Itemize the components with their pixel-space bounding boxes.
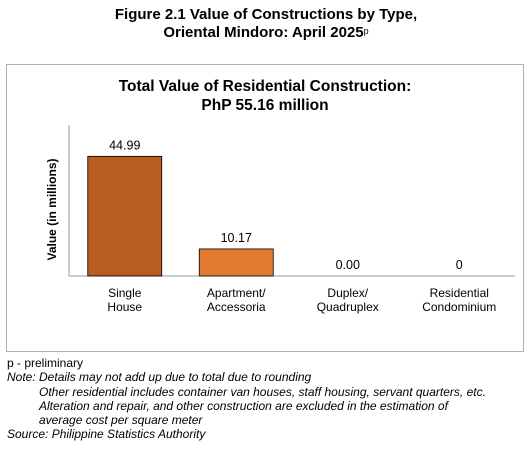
figure-title-line2-text: Oriental Mindoro: April 2025 — [163, 24, 364, 41]
chart-title-line2: PhP 55.16 million — [201, 97, 329, 114]
chart-notes: p - preliminary Note: Details may not ad… — [7, 356, 527, 442]
x-tick-label-3-line1: Duplex/ — [327, 286, 368, 300]
figure-title: Figure 2.1 Value of Constructions by Typ… — [0, 6, 532, 42]
x-tick-label-3-line2: Quadruplex — [317, 300, 379, 314]
data-label-1: 44.99 — [109, 138, 140, 152]
bar-1 — [87, 155, 163, 277]
data-label-4: 0 — [456, 258, 463, 272]
data-label-2: 10.17 — [221, 231, 252, 245]
x-tick-label-4-line2: Condominium — [422, 300, 496, 314]
exclusion-note: Alteration and repair, and other constru… — [39, 398, 448, 413]
bar-2 — [198, 248, 274, 277]
x-tick-label-1-line2: House — [107, 300, 142, 314]
chart-title: Total Value of Residential Construction:… — [7, 77, 523, 115]
rounding-note: Note: Details may not add up due to tota… — [7, 370, 312, 385]
data-label-3: 0.00 — [336, 258, 360, 272]
preliminary-note: p - preliminary — [7, 356, 84, 370]
x-tick-label-2-line1: Apartment/ — [207, 286, 266, 300]
chart-title-line1: Total Value of Residential Construction: — [118, 78, 412, 95]
exclusion-note-continued: average cost per square meter — [39, 413, 203, 428]
source-note: Source: Philippine Statistics Authority — [7, 427, 206, 442]
other-residential-note: Other residential includes container van… — [39, 384, 486, 399]
chart-panel: Total Value of Residential Construction:… — [6, 64, 524, 352]
x-tick-label-4-line1: Residential — [430, 286, 489, 300]
figure-title-line2: Oriental Mindoro: April 2025p — [0, 24, 532, 42]
x-tick-label-1-line1: Single — [108, 286, 142, 300]
x-tick-label-2-line2: Accessoria — [207, 300, 266, 314]
preliminary-superscript: p — [363, 26, 369, 36]
y-axis-label: Value (in millions) — [45, 158, 59, 260]
figure-title-line1: Figure 2.1 Value of Constructions by Typ… — [114, 6, 418, 23]
